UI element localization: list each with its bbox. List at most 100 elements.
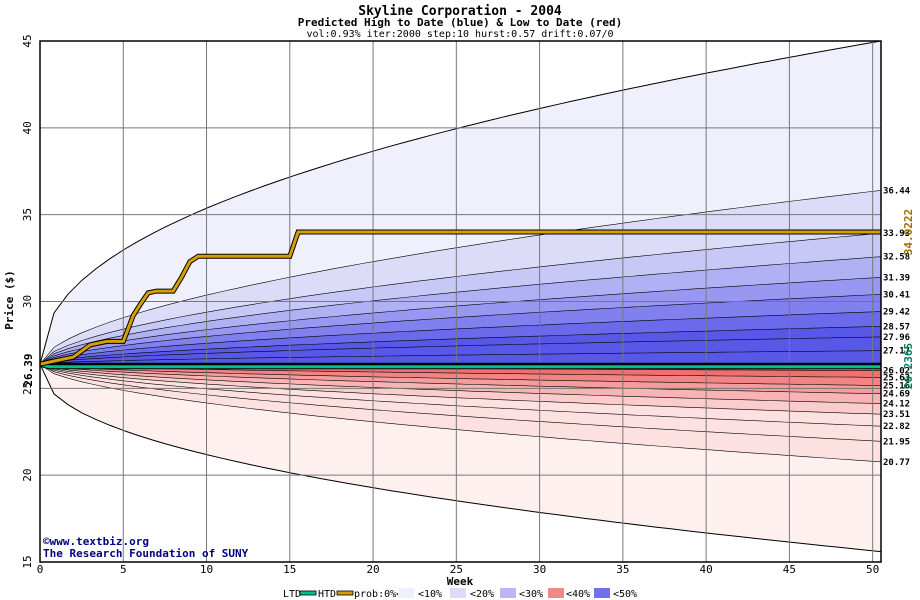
high-band-boundary-3 <box>40 277 881 365</box>
legend-color-swatch <box>548 588 564 598</box>
credit-link: ©www.textbiz.org <box>43 535 149 548</box>
probability-bands <box>40 41 881 552</box>
high-band-boundary-2 <box>40 256 881 365</box>
low-band-boundary-6 <box>40 363 881 427</box>
legend-label: prob:0%< <box>354 589 402 600</box>
legend-label: <30% <box>519 589 543 600</box>
low-band-boundary-4 <box>40 363 881 404</box>
high-band-boundary-6 <box>40 326 881 365</box>
low-band-boundary-7 <box>40 363 881 442</box>
series-lines <box>39 229 881 370</box>
legend-label: <20% <box>470 589 494 600</box>
band-end-label: 25.63 <box>883 373 910 383</box>
band-end-label: 25.16 <box>883 382 910 392</box>
band-end-label: 29.42 <box>883 308 910 318</box>
band-end-label: 31.39 <box>883 273 910 283</box>
legend-color-swatch <box>594 588 610 598</box>
high-band-7 <box>40 336 881 365</box>
ltd-end-label: 26.2365 <box>902 343 915 389</box>
high-band-outer <box>40 41 881 365</box>
legend-line-swatch <box>336 590 354 596</box>
legend-label: HTD <box>318 589 336 600</box>
low-band-1 <box>40 364 881 386</box>
high-band-boundary-7 <box>40 336 881 365</box>
y-tick-label: 20 <box>21 469 34 482</box>
band-end-label: 36.44 <box>883 186 911 196</box>
htd-end-label: 34.0222 <box>902 209 915 255</box>
low-band-boundary-5 <box>40 363 881 415</box>
legend-label: <40% <box>566 589 590 600</box>
legend-line-swatch <box>299 590 317 596</box>
high-band-6 <box>40 326 881 365</box>
legend-label: <10% <box>418 589 442 600</box>
high-band-inner <box>40 350 881 365</box>
credit-url: www.textbiz.org <box>50 535 149 548</box>
band-end-label: 30.41 <box>883 290 910 300</box>
x-tick-label: 20 <box>366 563 379 576</box>
band-end-label: 24.69 <box>883 390 910 400</box>
y-tick-label: 25 <box>21 382 34 395</box>
x-tick-label: 25 <box>450 563 463 576</box>
credit-org: The Research Foundation of SUNY <box>43 547 249 560</box>
band-end-label: 33.93 <box>883 229 910 239</box>
y-axis-label: Price ($) <box>3 270 16 330</box>
y-tick-label: 40 <box>21 121 34 134</box>
low-band-6 <box>40 364 881 442</box>
x-tick-label: 10 <box>200 563 213 576</box>
x-tick-label: 45 <box>783 563 796 576</box>
high-band-boundary-1 <box>40 232 881 365</box>
x-tick-label: 40 <box>700 563 713 576</box>
band-end-label: 28.57 <box>883 322 910 332</box>
band-end-label: 27.96 <box>883 333 910 343</box>
high-band-4 <box>40 294 881 365</box>
tick-labels: 0 5 10 15 20 25 30 35 40 45 50 15 20 25 30 35 40 45 <box>21 34 879 576</box>
band-end-label: 32.58 <box>883 253 910 263</box>
band-end-label: 24.12 <box>883 400 910 410</box>
low-band-boundary-8 <box>40 363 881 463</box>
high-band-boundary-8 <box>40 350 881 365</box>
legend-color-swatch <box>398 588 414 598</box>
axes <box>39 40 882 563</box>
low-band-5 <box>40 364 881 427</box>
y-tick-label: 30 <box>21 295 34 308</box>
chart-subtitle: Predicted High to Date (blue) & Low to D… <box>298 16 623 29</box>
high-band-boundary-5 <box>40 311 881 365</box>
low-band-boundary-3 <box>40 363 881 394</box>
x-tick-label: 15 <box>283 563 296 576</box>
low-band-2 <box>40 364 881 394</box>
copyright-icon: © <box>43 535 50 548</box>
x-tick-label: 0 <box>37 563 44 576</box>
band-end-label: 21.95 <box>883 437 910 447</box>
high-band-3 <box>40 277 881 365</box>
band-end-labels: 36.44 33.93 32.58 31.39 30.41 29.42 28.5727.96… <box>883 186 911 467</box>
legend: LTD HTD prob:0%< <10% <20% <30% <40% <50% <box>283 588 637 600</box>
lower-envelope-line <box>40 363 881 553</box>
low-band-outer <box>40 364 881 552</box>
band-end-label: 22.82 <box>883 422 910 432</box>
y-tick-label: 15 <box>21 555 34 568</box>
legend-color-swatch <box>500 588 516 598</box>
x-tick-label: 30 <box>533 563 546 576</box>
band-end-label: 26.02 <box>883 367 910 377</box>
start-price-label: 26.39 <box>22 353 35 386</box>
band-end-label: 23.51 <box>883 410 910 420</box>
band-end-label: 20.77 <box>883 458 910 468</box>
legend-label: <50% <box>613 589 637 600</box>
chart-params: vol:0.93% iter:2000 step:10 hurst:0.57 d… <box>306 29 613 40</box>
low-band-3 <box>40 364 881 404</box>
x-axis-label: Week <box>447 575 474 588</box>
x-tick-label: 50 <box>866 563 879 576</box>
chart-title: Skyline Corporation - 2004 <box>358 4 562 19</box>
low-band-4 <box>40 364 881 415</box>
high-band-5 <box>40 311 881 365</box>
plot-frame <box>39 40 882 563</box>
y-tick-label: 35 <box>21 208 34 221</box>
band-end-label: 27.17 <box>883 347 910 357</box>
x-tick-label: 35 <box>616 563 629 576</box>
legend-label: LTD <box>283 589 301 600</box>
low-band-7 <box>40 364 881 462</box>
legend-color-swatch <box>450 588 466 598</box>
y-tick-label: 45 <box>21 34 34 47</box>
low-band-boundary-2 <box>40 363 881 386</box>
